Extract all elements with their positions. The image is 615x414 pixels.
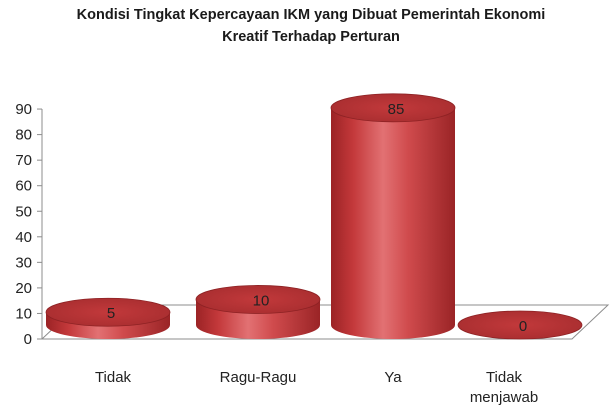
y-tick-label: 50 bbox=[15, 203, 32, 220]
bars: 5 10 85 0 bbox=[46, 94, 582, 339]
bar-value-label: 5 bbox=[107, 305, 115, 322]
y-tick-label: 10 bbox=[15, 305, 32, 322]
chart-title-line-1: Kondisi Tingkat Kepercayaan IKM yang Dib… bbox=[77, 7, 546, 23]
y-tick-label: 20 bbox=[15, 280, 32, 297]
bar-3: 0 bbox=[458, 311, 582, 339]
y-tick-label: 60 bbox=[15, 178, 32, 195]
y-tick-label: 40 bbox=[15, 229, 32, 246]
y-tick-label: 90 bbox=[15, 101, 32, 118]
x-axis-labels: Tidak Ragu-Ragu Ya Tidak menjawab bbox=[95, 369, 538, 406]
x-category-label: Tidak bbox=[486, 369, 523, 386]
bar-value-label: 0 bbox=[519, 318, 527, 335]
bar-value-label: 85 bbox=[388, 101, 405, 118]
x-category-label: Ya bbox=[384, 369, 402, 386]
x-category-label: menjawab bbox=[470, 389, 538, 406]
bar-2: 85 bbox=[331, 94, 455, 339]
bar-0: 5 bbox=[46, 298, 170, 339]
x-category-label: Ragu-Ragu bbox=[220, 369, 297, 386]
y-tick-label: 80 bbox=[15, 127, 32, 144]
y-tick-label: 30 bbox=[15, 254, 32, 271]
x-category-label: Tidak bbox=[95, 369, 132, 386]
bar-1: 10 bbox=[196, 285, 320, 339]
bar-body bbox=[331, 108, 455, 339]
y-axis: 0 10 20 30 40 50 60 70 80 90 bbox=[15, 101, 42, 348]
y-tick-label: 0 bbox=[24, 331, 32, 348]
bar-value-label: 10 bbox=[253, 292, 270, 309]
chart-title-line-2: Kreatif Terhadap Perturan bbox=[222, 29, 400, 45]
y-tick-label: 70 bbox=[15, 152, 32, 169]
